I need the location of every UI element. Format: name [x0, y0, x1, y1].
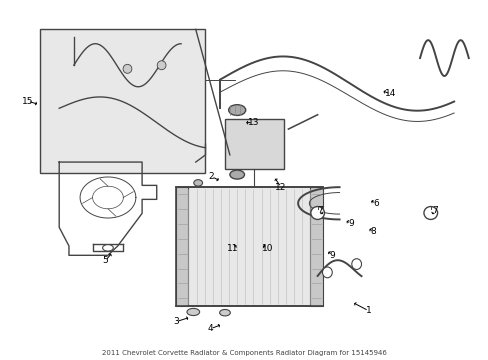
- Ellipse shape: [351, 259, 361, 270]
- Text: 12: 12: [275, 183, 286, 192]
- Text: 9: 9: [347, 219, 353, 228]
- Ellipse shape: [102, 245, 113, 251]
- Bar: [176, 187, 322, 306]
- Polygon shape: [40, 30, 205, 173]
- Text: 8: 8: [370, 228, 376, 237]
- Text: 9: 9: [329, 251, 334, 260]
- Ellipse shape: [228, 105, 245, 116]
- Text: 5: 5: [102, 256, 108, 265]
- Bar: [176, 187, 188, 306]
- Ellipse shape: [186, 309, 199, 316]
- Ellipse shape: [229, 170, 244, 179]
- Ellipse shape: [423, 207, 437, 220]
- Ellipse shape: [310, 207, 324, 220]
- Text: 1: 1: [365, 306, 371, 315]
- Ellipse shape: [193, 180, 202, 186]
- Text: 4: 4: [207, 324, 213, 333]
- Ellipse shape: [123, 64, 132, 73]
- Text: 15: 15: [22, 96, 33, 105]
- Text: 7: 7: [431, 206, 437, 215]
- Text: 6: 6: [372, 199, 378, 208]
- Text: 3: 3: [173, 317, 179, 326]
- Text: 10: 10: [261, 244, 273, 253]
- Text: 14: 14: [385, 89, 396, 98]
- Ellipse shape: [157, 61, 165, 70]
- Ellipse shape: [322, 267, 331, 278]
- Ellipse shape: [219, 310, 230, 316]
- Bar: [224, 119, 283, 169]
- Text: 2011 Chevrolet Corvette Radiator & Components Radiator Diagram for 15145946: 2011 Chevrolet Corvette Radiator & Compo…: [102, 350, 386, 356]
- Text: 13: 13: [247, 118, 259, 127]
- Text: 11: 11: [226, 244, 238, 253]
- Bar: [310, 187, 322, 306]
- Text: 7: 7: [317, 206, 322, 215]
- Text: 2: 2: [208, 172, 214, 181]
